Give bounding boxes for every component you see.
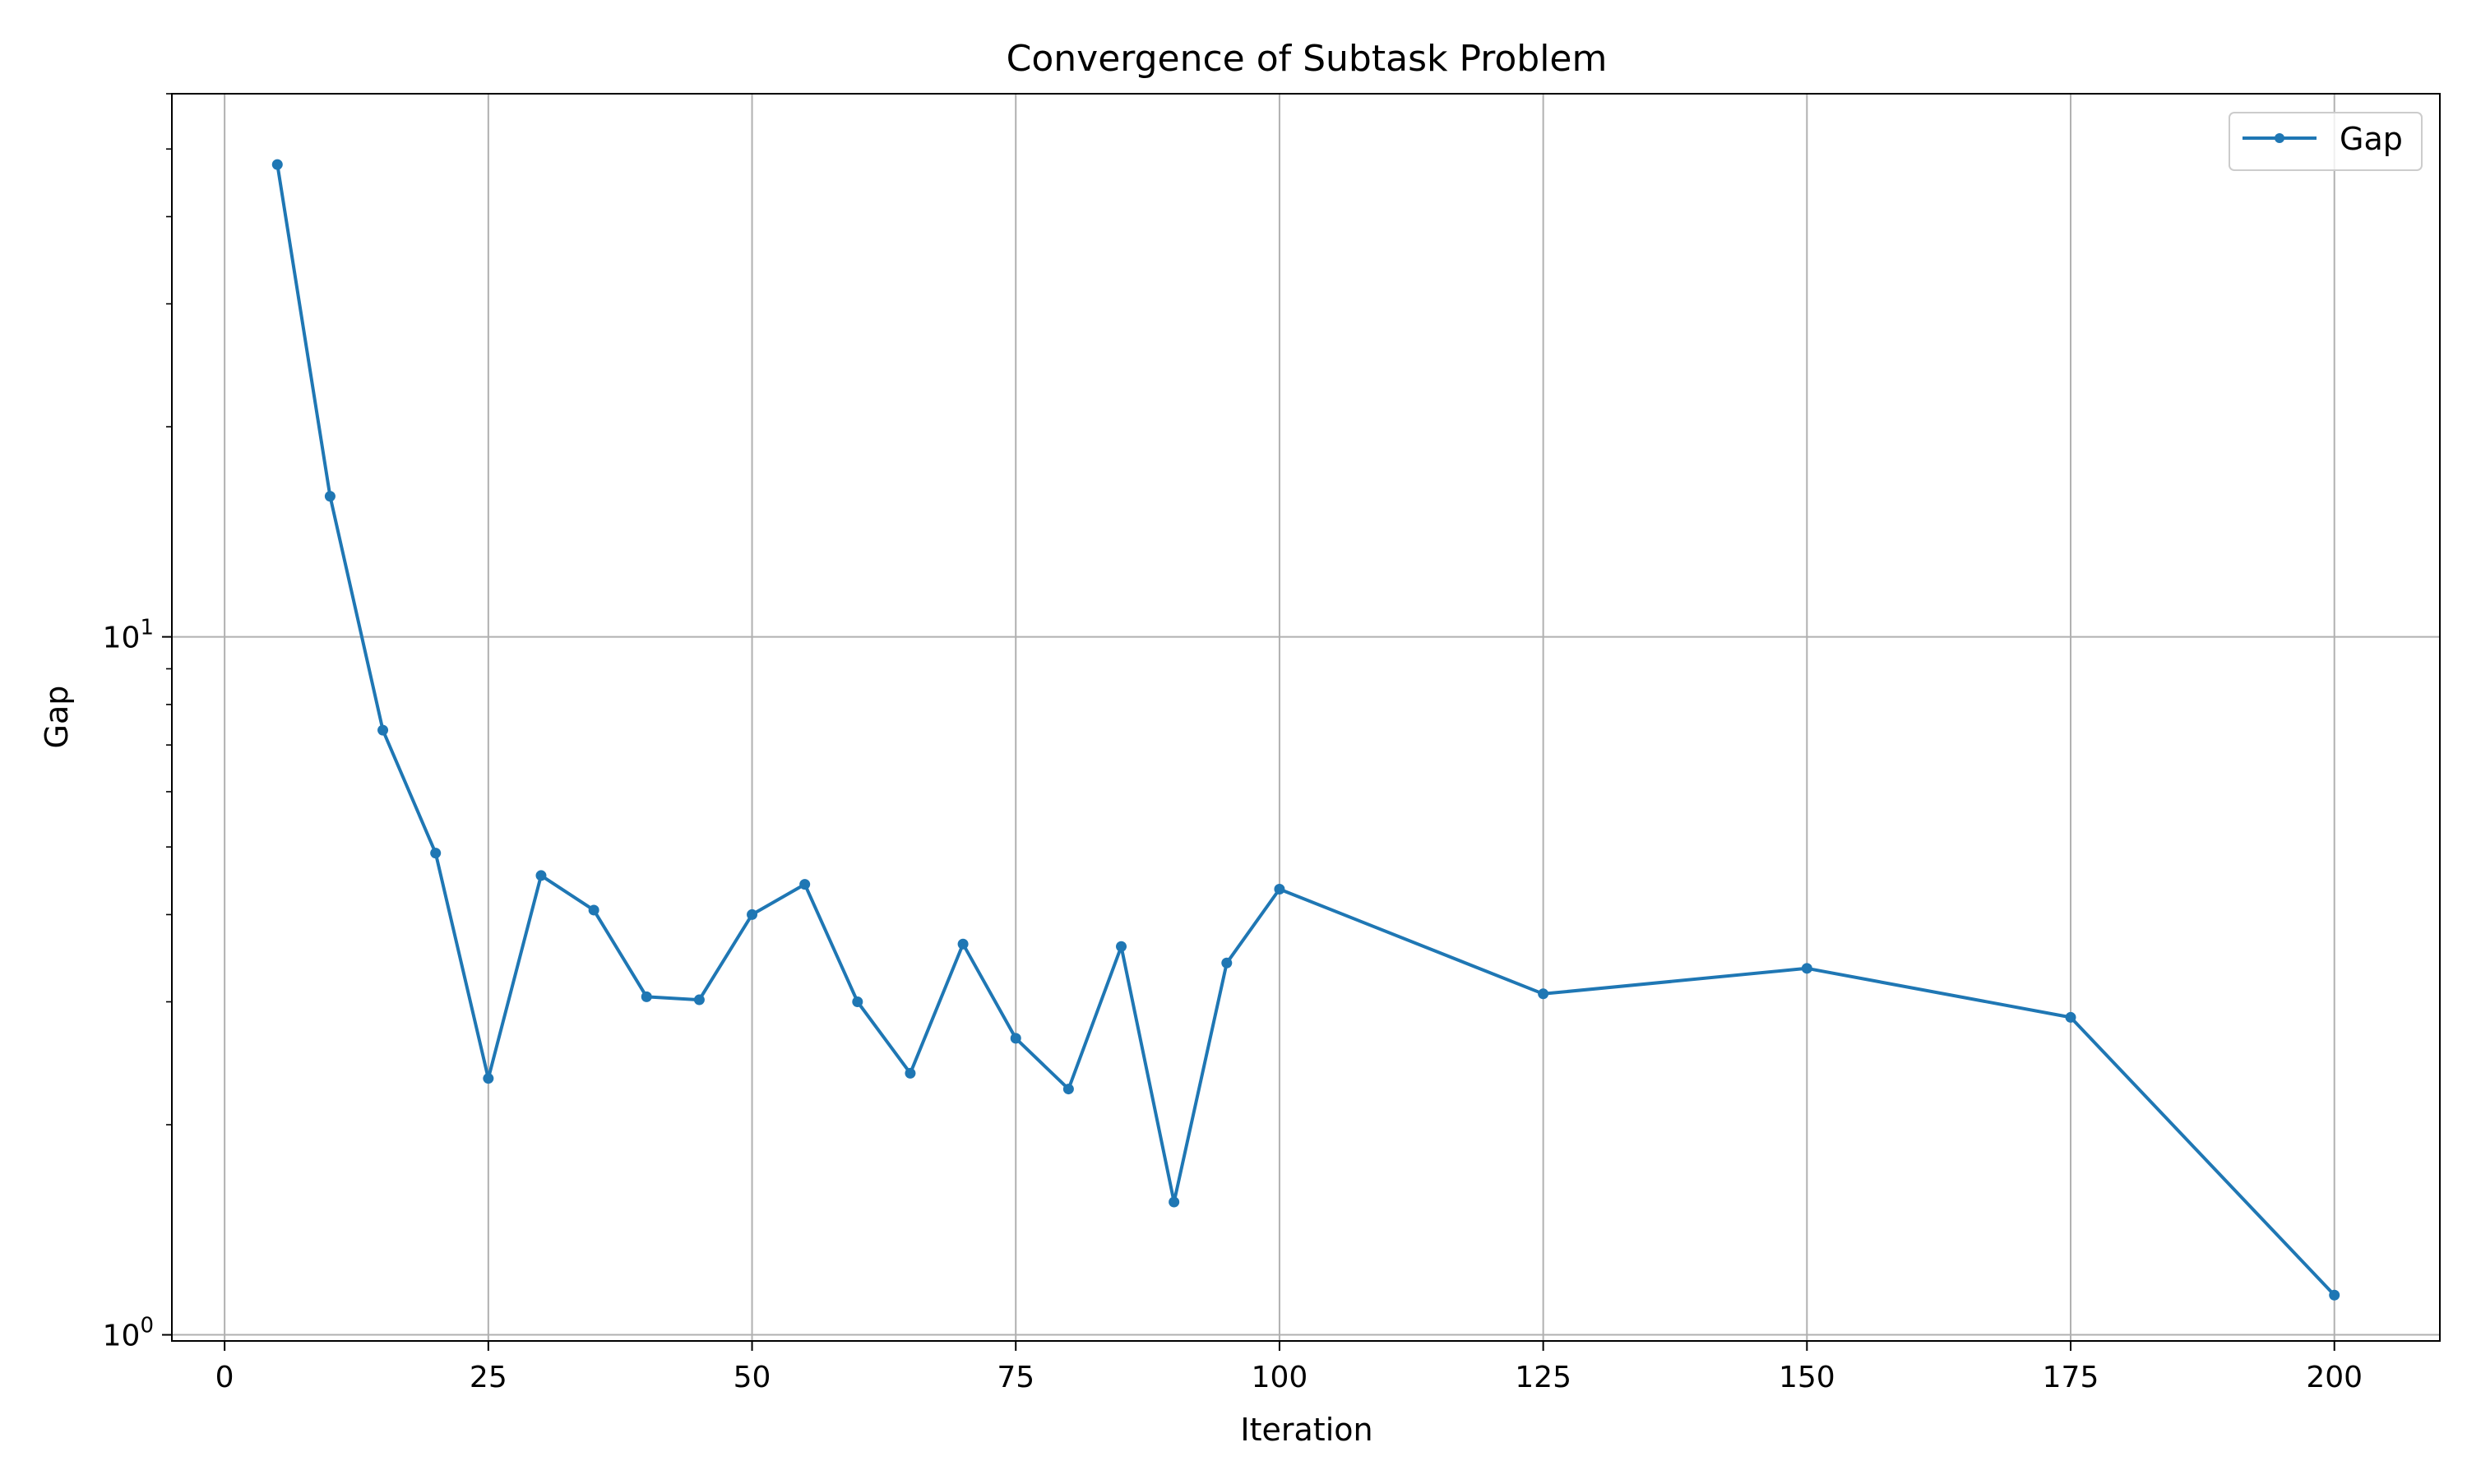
data-point bbox=[1801, 963, 1812, 974]
x-tick-label: 50 bbox=[734, 1361, 771, 1394]
legend-box bbox=[2229, 112, 2423, 171]
data-point bbox=[535, 870, 547, 881]
x-tick-label: 100 bbox=[1252, 1361, 1308, 1394]
data-point bbox=[588, 904, 599, 916]
x-tick-label: 150 bbox=[1779, 1361, 1835, 1394]
data-point bbox=[430, 848, 442, 859]
y-tick-label: 101 bbox=[103, 616, 154, 655]
data-point bbox=[271, 159, 283, 170]
y-axis-ticks: 100 101 bbox=[103, 93, 172, 1353]
plot-frame bbox=[171, 93, 2441, 1342]
x-axis-ticks: 0 25 50 75 100 125 150 175 200 bbox=[215, 1341, 2363, 1394]
data-point bbox=[1062, 1084, 1074, 1095]
data-point bbox=[1116, 941, 1127, 952]
chart-title: Convergence of Subtask Problem bbox=[1007, 38, 1608, 80]
data-point bbox=[1169, 1196, 1180, 1208]
x-tick-label: 125 bbox=[1515, 1361, 1571, 1394]
legend-marker-swatch bbox=[2275, 133, 2284, 143]
data-point bbox=[799, 879, 811, 890]
x-tick-label: 200 bbox=[2306, 1361, 2363, 1394]
data-point bbox=[852, 996, 863, 1008]
data-point bbox=[747, 908, 758, 920]
data-point bbox=[2329, 1289, 2340, 1301]
grid-lines bbox=[172, 94, 2440, 1341]
x-tick-label: 0 bbox=[215, 1361, 234, 1394]
series-line-gap bbox=[275, 164, 2336, 1297]
data-point bbox=[1010, 1033, 1021, 1044]
data-point bbox=[1274, 884, 1285, 895]
x-axis-label: Iteration bbox=[1240, 1412, 1372, 1448]
legend: Gap bbox=[2229, 112, 2423, 171]
data-point bbox=[1221, 957, 1233, 969]
data-point bbox=[377, 724, 389, 736]
legend-label-gap: Gap bbox=[2340, 121, 2403, 157]
x-tick-label: 175 bbox=[2043, 1361, 2099, 1394]
data-point bbox=[324, 491, 336, 502]
data-point bbox=[693, 994, 705, 1006]
data-point bbox=[641, 991, 652, 1002]
series-gap bbox=[271, 159, 2340, 1301]
data-point bbox=[1538, 988, 1549, 1000]
y-tick-label: 100 bbox=[103, 1314, 154, 1353]
x-tick-label: 75 bbox=[997, 1361, 1034, 1394]
y-axis-label: Gap bbox=[39, 686, 75, 749]
data-point bbox=[483, 1073, 494, 1084]
data-point bbox=[957, 938, 969, 950]
data-point bbox=[2065, 1011, 2076, 1023]
data-point bbox=[905, 1067, 916, 1079]
x-tick-label: 25 bbox=[470, 1361, 507, 1394]
